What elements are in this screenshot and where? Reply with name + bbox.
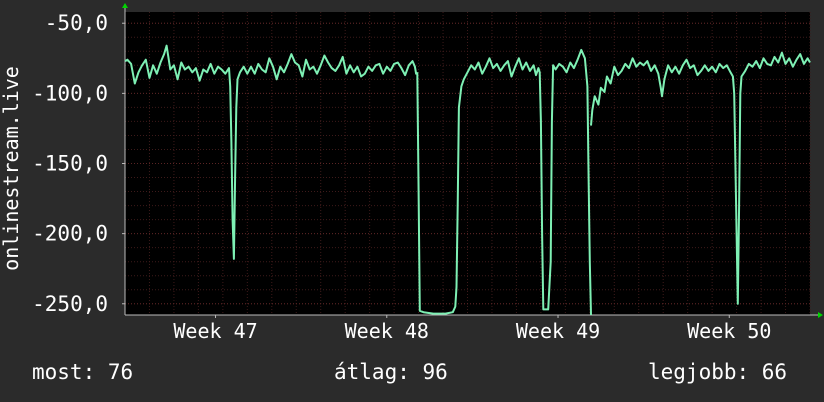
x-tick-label: Week 50	[687, 319, 771, 343]
y-tick-label: -250,0	[32, 292, 108, 316]
x-tick-label: Week 47	[173, 319, 257, 343]
x-tick-label: Week 49	[516, 319, 600, 343]
current-value-label: most: 76	[32, 360, 134, 384]
y-axis-arrow	[122, 3, 128, 8]
y-tick-label: -50,0	[45, 11, 108, 35]
x-axis-arrow	[818, 312, 823, 318]
series-line-segment	[590, 51, 811, 305]
average-value-label: átlag: 96	[334, 360, 448, 384]
y-tick-label: -150,0	[32, 152, 108, 176]
best-value-label: legjobb: 66	[648, 360, 788, 384]
series-line-segment	[124, 44, 419, 260]
series-line-segment	[416, 48, 592, 316]
x-tick-label: Week 48	[345, 319, 429, 343]
line-chart: -50,0 -100,0 -150,0 -200,0 -250,0 Week 47 Week…	[0, 3, 823, 343]
y-axis-label: onlinestream.live	[0, 66, 23, 271]
y-tick-label: -200,0	[32, 222, 108, 246]
y-tick-label: -100,0	[32, 81, 108, 105]
